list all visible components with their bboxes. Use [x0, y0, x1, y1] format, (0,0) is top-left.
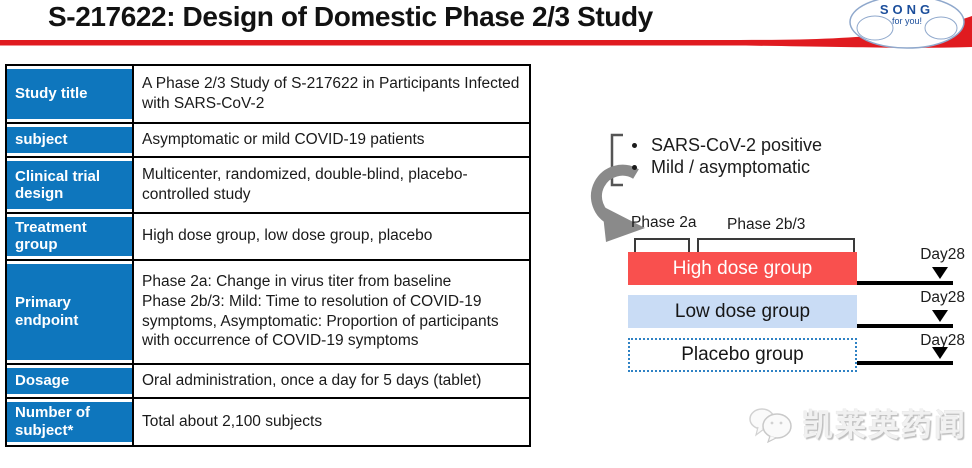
table-row: subject Asymptomatic or mild COVID-19 pa… [7, 124, 529, 158]
watermark: 凯莱英药闻 [748, 400, 967, 445]
phase-2b3-label: Phase 2b/3 [727, 216, 806, 233]
logo-song-label: SONG [879, 2, 935, 17]
day28-marker-icon [932, 347, 948, 359]
row-label-dosage: Dosage [7, 367, 132, 394]
timeline-low-dose [857, 324, 953, 328]
phase-2a-bracket-icon [634, 238, 690, 252]
row-value-number-of-subject: Total about 2,100 subjects [132, 398, 529, 445]
table-row: Treatment group High dose group, low dos… [7, 214, 529, 261]
phase-2a-label: Phase 2a [631, 214, 697, 231]
criteria-mild-asymptomatic: Mild / asymptomatic [651, 156, 811, 177]
day28-label-low: Day28 [920, 289, 965, 306]
day28-label-high: Day28 [920, 246, 965, 263]
table-row: Primary endpoint Phase 2a: Change in vir… [7, 260, 529, 365]
row-value-clinical-trial-design: Multicenter, randomized, double-blind, p… [132, 158, 529, 212]
logo-foryou-label: for you! [891, 16, 922, 26]
row-label-number-of-subject: Number of subject* [7, 401, 132, 442]
timeline-placebo [857, 361, 953, 365]
table-row: Study title A Phase 2/3 Study of S-21762… [7, 66, 529, 124]
criteria-sars-positive: SARS-CoV-2 positive [651, 134, 823, 155]
table-row: Clinical trial design Multicenter, rando… [7, 158, 529, 214]
placebo-group-bar: Placebo group [628, 338, 857, 372]
watermark-text: 凯莱英药闻 [802, 408, 967, 443]
row-value-dosage: Oral administration, once a day for 5 da… [132, 364, 529, 397]
criteria-bracket-icon [610, 133, 623, 187]
phase-2b3-bracket-icon [697, 238, 855, 252]
row-value-treatment-group: High dose group, low dose group, placebo [132, 214, 529, 259]
curved-arrow-icon [591, 164, 639, 226]
row-label-primary-endpoint: Primary endpoint [7, 263, 132, 360]
timeline-high-dose [857, 281, 953, 285]
logo-cloud-icon [849, 0, 965, 49]
table-row: Dosage Oral administration, once a day f… [7, 364, 529, 399]
bullet-icon [632, 164, 637, 170]
row-label-clinical-trial-design: Clinical trial design [7, 161, 132, 209]
day28-label-placebo: Day28 [920, 332, 965, 349]
day28-marker-icon [932, 310, 948, 322]
row-label-subject: subject [7, 127, 132, 153]
list-item: SARS-CoV-2 positive [632, 134, 822, 156]
row-value-subject: Asymptomatic or mild COVID-19 patients [132, 124, 529, 156]
day28-marker-icon [932, 267, 948, 279]
row-label-study-title: Study title [7, 69, 132, 119]
row-label-treatment-group: Treatment group [7, 217, 132, 256]
inclusion-criteria-list: SARS-CoV-2 positive Mild / asymptomatic [632, 134, 822, 178]
low-dose-group-bar: Low dose group [628, 295, 857, 328]
logo-text: SONG for you! [845, 2, 969, 26]
table-row: Number of subject* Total about 2,100 sub… [7, 398, 529, 445]
study-design-table: Study title A Phase 2/3 Study of S-21762… [5, 64, 531, 447]
bullet-icon [632, 142, 637, 148]
row-value-primary-endpoint: Phase 2a: Change in virus titer from bas… [132, 260, 529, 363]
page-title: S-217622: Design of Domestic Phase 2/3 S… [48, 1, 653, 32]
song-logo: SONG for you! [845, 0, 969, 58]
wechat-icon [749, 407, 792, 443]
high-dose-group-bar: High dose group [628, 252, 857, 285]
list-item: Mild / asymptomatic [632, 156, 822, 178]
row-value-study-title: A Phase 2/3 Study of S-217622 in Partici… [132, 66, 529, 122]
